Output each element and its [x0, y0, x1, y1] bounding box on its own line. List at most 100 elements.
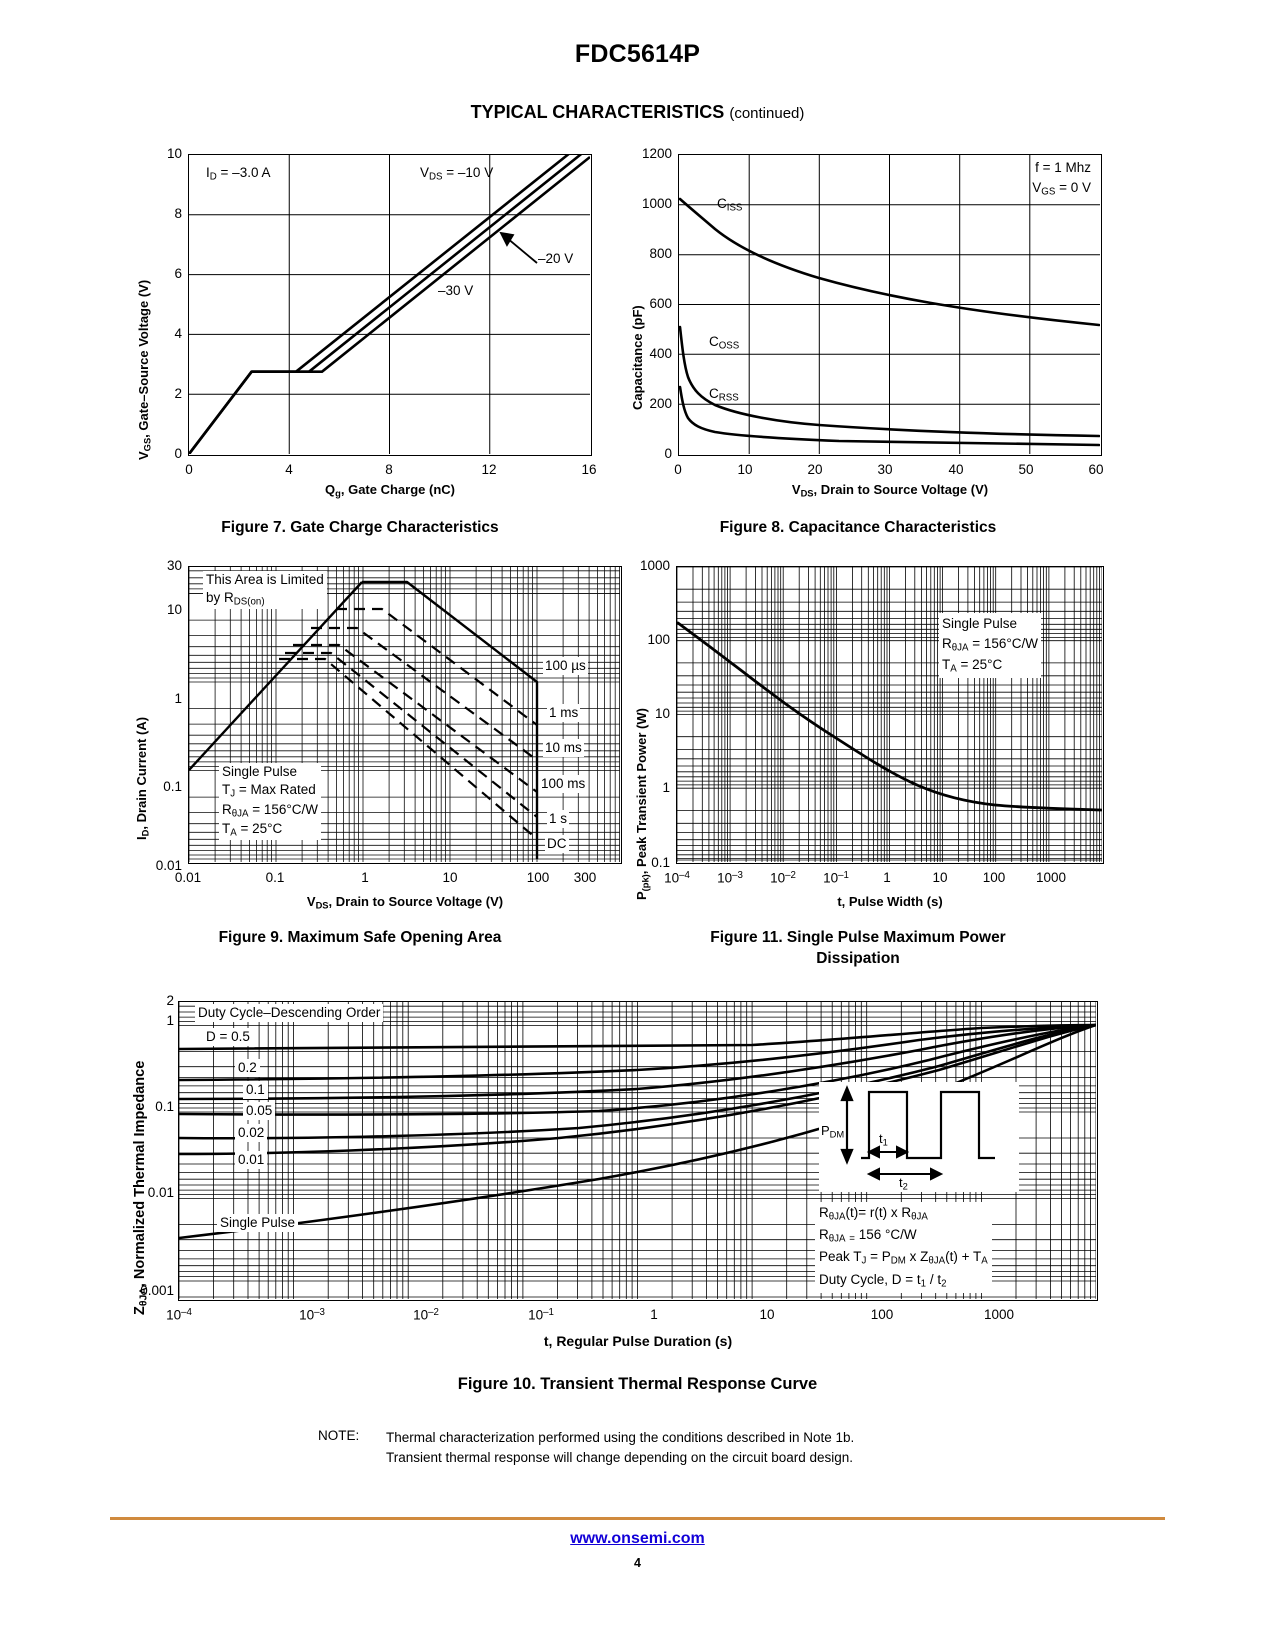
figure-8-xtick-60: 60	[1088, 462, 1104, 477]
figure-9-pulse-label-100us: 100 µs	[543, 657, 588, 676]
figure-8-xtick-30: 30	[877, 462, 893, 477]
figure-11-caption-line1: Figure 11. Single Pulse Maximum Power	[710, 929, 1006, 946]
onsemi-website-link[interactable]: www.onsemi.com	[570, 1530, 705, 1547]
figure-10-formula-line1: RθJA(t)= r(t) x RθJA	[819, 1205, 928, 1223]
figure-11-ytick-0p1: 0.1	[651, 855, 670, 870]
figure-9-rdson-note: This Area is Limited by RDS(on)	[203, 571, 327, 609]
figure-9-cond-line2: TJ = Max Rated	[222, 782, 316, 800]
figure-10-duty-label-0p5: D = 0.5	[203, 1028, 253, 1047]
figure-7-ytick-2: 2	[174, 386, 182, 401]
figure-7-ytick-8: 8	[174, 206, 182, 221]
figure-9-ytick-0p1: 0.1	[163, 779, 182, 794]
figure-9-cond-line1: Single Pulse	[222, 764, 298, 779]
figure-11-xtick-10: 10	[932, 870, 948, 885]
figure-10-xtick-1e-1: 10–1	[528, 1307, 554, 1323]
figure-8-curve-label-crss: CRSS	[709, 386, 739, 404]
figure-11-xtick-1e-1: 10–1	[823, 870, 849, 886]
figure-11-plot: Single Pulse RθJA = 156°C/W TA = 25°C	[676, 566, 1104, 864]
figure-9-x-axis-title: VDS, Drain to Source Voltage (V)	[306, 894, 504, 911]
figure-9-plot: This Area is Limited by RDS(on) Single P…	[188, 566, 622, 864]
figure-7-xtick-12: 12	[481, 462, 497, 477]
figure-11-y-axis-title: P(pk), Peak Transient Power (W)	[634, 708, 651, 900]
figure-11-ytick-100: 100	[647, 632, 670, 647]
figure-10-xtick-100: 100	[870, 1307, 894, 1322]
figure-8: Capacitance (pF)	[608, 140, 1108, 540]
figure-8-xtick-20: 20	[807, 462, 823, 477]
figure-7-annotation-id: ID = –3.0 A	[206, 165, 271, 183]
figure-10-ytick-0p1: 0.1	[155, 1099, 174, 1114]
section-heading: TYPICAL CHARACTERISTICS (continued)	[0, 102, 1275, 123]
figure-7-x-axis-title: Qg, Gate Charge (nC)	[325, 482, 455, 499]
figure-11-xtick-1e-4: 10–4	[664, 870, 690, 886]
figure-8-ytick-0: 0	[664, 446, 672, 461]
figure-11-xtick-1e-3: 10–3	[717, 870, 743, 886]
figure-8-x-axis-title: VDS, Drain to Source Voltage (V)	[791, 482, 989, 499]
figure-10-duty-heading: Duty Cycle–Descending Order	[195, 1004, 384, 1023]
figure-10-duty-label-0p1: 0.1	[243, 1081, 268, 1100]
figure-10-formula-block: RθJA(t)= r(t) x RθJA RθJA = 156 °C/W Pea…	[815, 1202, 992, 1293]
figure-11-ytick-1: 1	[662, 780, 670, 795]
section-heading-suffix: (continued)	[729, 105, 805, 122]
figure-10: ZθJA, Normalized Thermal Impedance	[110, 985, 1165, 1415]
figure-8-ytick-1000: 1000	[641, 196, 672, 211]
figure-9-pulse-label-1ms: 1 ms	[547, 704, 581, 723]
page-title: FDC5614P	[574, 40, 701, 68]
figure-10-duty-label-0p01: 0.01	[235, 1151, 268, 1170]
figure-11-caption: Figure 11. Single Pulse Maximum Power Di…	[608, 928, 1108, 970]
figure-11-xtick-1: 1	[883, 870, 891, 885]
figure-10-xtick-1000: 1000	[983, 1307, 1015, 1322]
figure-11-x-axis-title: t, Pulse Width (s)	[837, 894, 943, 909]
figure-11-xtick-100: 100	[982, 870, 1006, 885]
figure-10-xtick-10: 10	[759, 1307, 775, 1322]
figure-8-plot: CISS COSS CRSS f = 1 Mhz VGS = 0 V	[678, 154, 1102, 456]
figure-10-xtick-1e-2: 10–2	[413, 1307, 439, 1323]
figure-10-ytick-0p01: 0.01	[147, 1185, 174, 1200]
page-number: 4	[634, 1556, 641, 1570]
figure-10-plot: Duty Cycle–Descending Order D = 0.5 0.2 …	[178, 1001, 1098, 1301]
figure-7-xtick-8: 8	[385, 462, 393, 477]
note-line-1: Thermal characterization performed using…	[386, 1430, 855, 1445]
figure-11-ytick-10: 10	[654, 706, 670, 721]
figure-9-xtick-0p01: 0.01	[174, 870, 202, 885]
figure-9: ID, Drain Current (A)	[110, 550, 622, 970]
figure-9-xtick-100: 100	[526, 870, 550, 885]
figure-10-duty-label-0p02: 0.02	[235, 1124, 268, 1143]
figure-9-ytick-30: 30	[166, 558, 182, 573]
figure-9-cond-line4: TA = 25°C	[222, 821, 283, 839]
figure-10-xtick-1e-4: 10–4	[166, 1307, 192, 1323]
section-heading-text: TYPICAL CHARACTERISTICS	[470, 102, 725, 122]
figure-11-cond-line3: TA = 25°C	[942, 657, 1003, 675]
figure-9-ytick-10: 10	[166, 602, 182, 617]
figure-11: P(pk), Peak Transient Power (W)	[608, 550, 1108, 970]
figure-9-pulse-label-100ms: 100 ms	[539, 775, 588, 794]
figure-7-caption: Figure 7. Gate Charge Characteristics	[221, 519, 499, 536]
figure-8-ytick-800: 800	[649, 246, 672, 261]
figure-7-xtick-4: 4	[285, 462, 293, 477]
figure-9-xtick-300: 300	[573, 870, 597, 885]
figure-8-curve-label-ciss: CISS	[717, 196, 743, 214]
figure-10-ytick-0p001: 0.001	[140, 1283, 174, 1298]
figure-8-caption: Figure 8. Capacitance Characteristics	[719, 519, 997, 536]
figure-9-rdson-note-line2: by RDS(on)	[206, 590, 265, 608]
figure-7: VGS, Gate–Source Voltage (V)	[110, 140, 610, 540]
figure-10-inset-t1-label: t1	[879, 1131, 888, 1148]
figure-10-formula-line4: Duty Cycle, D = t1 / t2	[819, 1271, 947, 1289]
figure-11-cond-line2: RθJA = 156°C/W	[942, 635, 1039, 653]
figure-8-xtick-0: 0	[674, 462, 682, 477]
figure-10-formula-line2: RθJA = 156 °C/W	[819, 1227, 917, 1245]
figure-10-inset-pdm-label: PDM	[821, 1123, 845, 1140]
figure-10-duty-label-0p2: 0.2	[235, 1059, 260, 1078]
figure-10-pulse-inset: PDM t1 t2	[819, 1082, 1019, 1192]
figure-10-inset-t2-label: t2	[899, 1175, 908, 1192]
figure-8-xtick-50: 50	[1018, 462, 1034, 477]
figure-10-formula-line3: Peak TJ = PDM x ZθJA(t) + TA	[819, 1249, 988, 1267]
figure-7-ytick-4: 4	[174, 326, 182, 341]
figure-9-conditions: Single Pulse TJ = Max Rated RθJA = 156°C…	[219, 763, 322, 840]
figure-9-xtick-0p1: 0.1	[265, 870, 285, 885]
figure-9-pulse-label-1s: 1 s	[547, 810, 570, 829]
figure-7-ytick-6: 6	[174, 266, 182, 281]
figure-9-xtick-10: 10	[442, 870, 458, 885]
figure-11-xtick-1e-2: 10–2	[770, 870, 796, 886]
figure-8-ytick-200: 200	[649, 396, 672, 411]
